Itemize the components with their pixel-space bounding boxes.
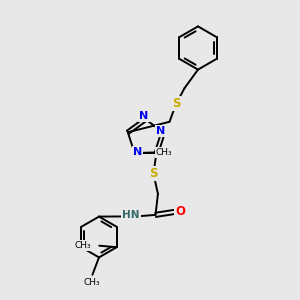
Text: N: N [133,146,142,157]
Text: S: S [172,97,180,110]
Text: N: N [140,111,148,122]
Text: O: O [176,205,185,218]
Text: CH₃: CH₃ [74,241,91,250]
Text: HN: HN [122,210,140,220]
Text: N: N [156,126,165,136]
Text: CH₃: CH₃ [83,278,100,287]
Text: CH₃: CH₃ [156,148,172,157]
Text: S: S [149,167,158,180]
